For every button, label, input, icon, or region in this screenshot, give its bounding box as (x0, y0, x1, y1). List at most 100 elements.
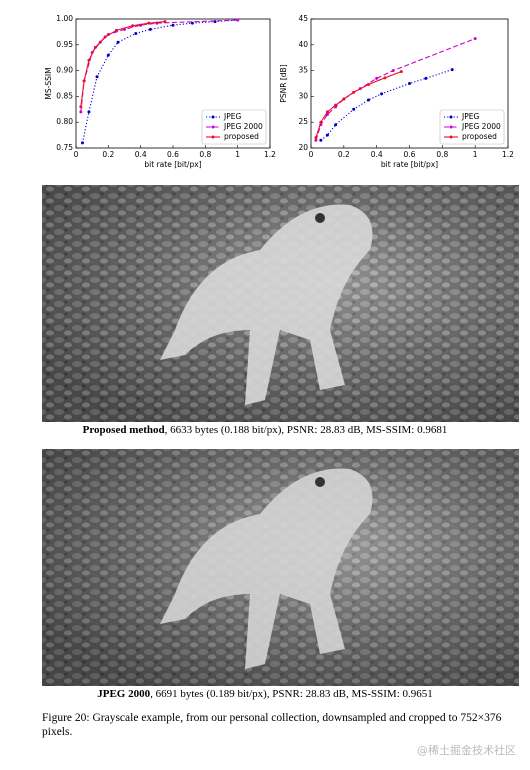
legend-marker (449, 125, 453, 129)
series-line (315, 71, 402, 138)
x-tick-label: 0.8 (436, 150, 448, 159)
y-axis-label: MS-SSIM (44, 67, 53, 99)
data-point (366, 83, 370, 87)
legend-marker (211, 125, 215, 129)
y-axis-label: PSNR [dB] (279, 64, 288, 102)
data-point (131, 24, 135, 28)
image-caption: JPEG 2000, 6691 bytes (0.189 bit/px), PS… (0, 688, 530, 700)
data-point (424, 76, 428, 80)
x-tick-label: 0.6 (404, 150, 416, 159)
photo-proposed (42, 185, 519, 422)
data-point (473, 37, 477, 41)
legend-label: JPEG 2000 (223, 122, 263, 131)
y-tick-label: 30 (298, 91, 308, 100)
data-point (352, 107, 356, 111)
legend-marker (449, 135, 453, 139)
x-tick-label: 0.6 (167, 150, 179, 159)
data-point (319, 138, 323, 142)
data-point (82, 79, 86, 83)
series-line (320, 69, 453, 141)
data-point (87, 58, 91, 62)
legend-label: JPEG (461, 112, 479, 121)
data-point (334, 123, 338, 127)
watermark: @稀土掘金技术社区 (417, 744, 516, 757)
charts: 0 0.2 0.4 0.6 0.8 1 1.20.750.800.850.900.951.0… (44, 14, 514, 169)
x-tick-label: 1.2 (502, 150, 514, 159)
legend-label: proposed (462, 132, 497, 141)
data-point (116, 40, 120, 44)
data-point (236, 18, 240, 22)
data-point (375, 76, 379, 80)
y-tick-label: 20 (298, 143, 308, 152)
data-point (366, 98, 370, 102)
caption-bold: Proposed method (82, 424, 165, 436)
data-point (79, 110, 83, 114)
x-axis-label: bit rate [bit/px] (381, 160, 438, 169)
series-line (315, 38, 476, 141)
data-point (114, 28, 118, 32)
data-point (95, 75, 99, 79)
image-caption: Proposed method, 6633 bytes (0.188 bit/p… (0, 424, 530, 436)
legend-marker (211, 115, 215, 119)
caption-bold: JPEG 2000 (97, 688, 151, 700)
y-tick-label: 45 (298, 14, 308, 23)
y-tick-label: 25 (298, 117, 308, 126)
y-tick-label: 0.90 (56, 66, 73, 75)
x-tick-label: 0 (74, 150, 79, 159)
x-tick-label: 0.8 (199, 150, 211, 159)
data-point (103, 35, 107, 39)
data-point (391, 69, 395, 73)
data-point (325, 133, 329, 137)
data-point (319, 120, 323, 124)
data-point (314, 136, 318, 140)
figure-caption: Figure 20: Grayscale example, from our p… (42, 712, 502, 738)
data-point (450, 68, 454, 72)
y-tick-label: 40 (298, 40, 308, 49)
caption-text: , 6633 bytes (0.188 bit/px), PSNR: 28.83… (164, 424, 448, 436)
data-point (190, 21, 194, 25)
data-point (87, 110, 91, 114)
x-tick-label: 0.4 (135, 150, 147, 159)
data-point (325, 110, 329, 114)
y-tick-label: 1.00 (56, 14, 73, 23)
data-point (148, 27, 152, 31)
x-tick-label: 0.2 (338, 150, 350, 159)
legend-label: JPEG (223, 112, 241, 121)
data-point (93, 45, 97, 49)
data-point (342, 97, 346, 101)
x-tick-label: 1 (473, 150, 478, 159)
photo-jpeg2000 (42, 449, 519, 686)
data-point (80, 141, 84, 145)
data-point (383, 76, 387, 80)
y-tick-label: 0.85 (56, 91, 73, 100)
data-point (314, 138, 318, 142)
data-point (171, 23, 175, 27)
x-tick-label: 1 (235, 150, 240, 159)
caption-text: , 6691 bytes (0.189 bit/px), PSNR: 28.83… (150, 688, 433, 700)
y-tick-label: 0.80 (56, 117, 73, 126)
y-tick-label: 0.95 (56, 40, 73, 49)
data-point (380, 92, 384, 96)
series-line (80, 21, 165, 107)
data-point (399, 70, 403, 74)
x-tick-label: 0 (309, 150, 314, 159)
data-point (334, 103, 338, 107)
data-point (79, 105, 83, 109)
legend-box (201, 109, 267, 145)
legend-label: proposed (224, 132, 259, 141)
x-tick-label: 0.4 (371, 150, 383, 159)
data-point (147, 21, 151, 25)
y-tick-label: 35 (298, 66, 308, 75)
y-tick-label: 0.75 (56, 143, 73, 152)
x-tick-label: 0.2 (102, 150, 114, 159)
data-point (352, 90, 356, 94)
data-point (134, 31, 138, 35)
data-point (408, 82, 411, 85)
x-tick-label: 1.2 (264, 150, 276, 159)
series-line (80, 19, 238, 112)
legend-marker (211, 135, 215, 139)
legend-box (439, 109, 505, 145)
x-axis-label: bit rate [bit/px] (144, 160, 201, 169)
data-point (106, 53, 110, 57)
